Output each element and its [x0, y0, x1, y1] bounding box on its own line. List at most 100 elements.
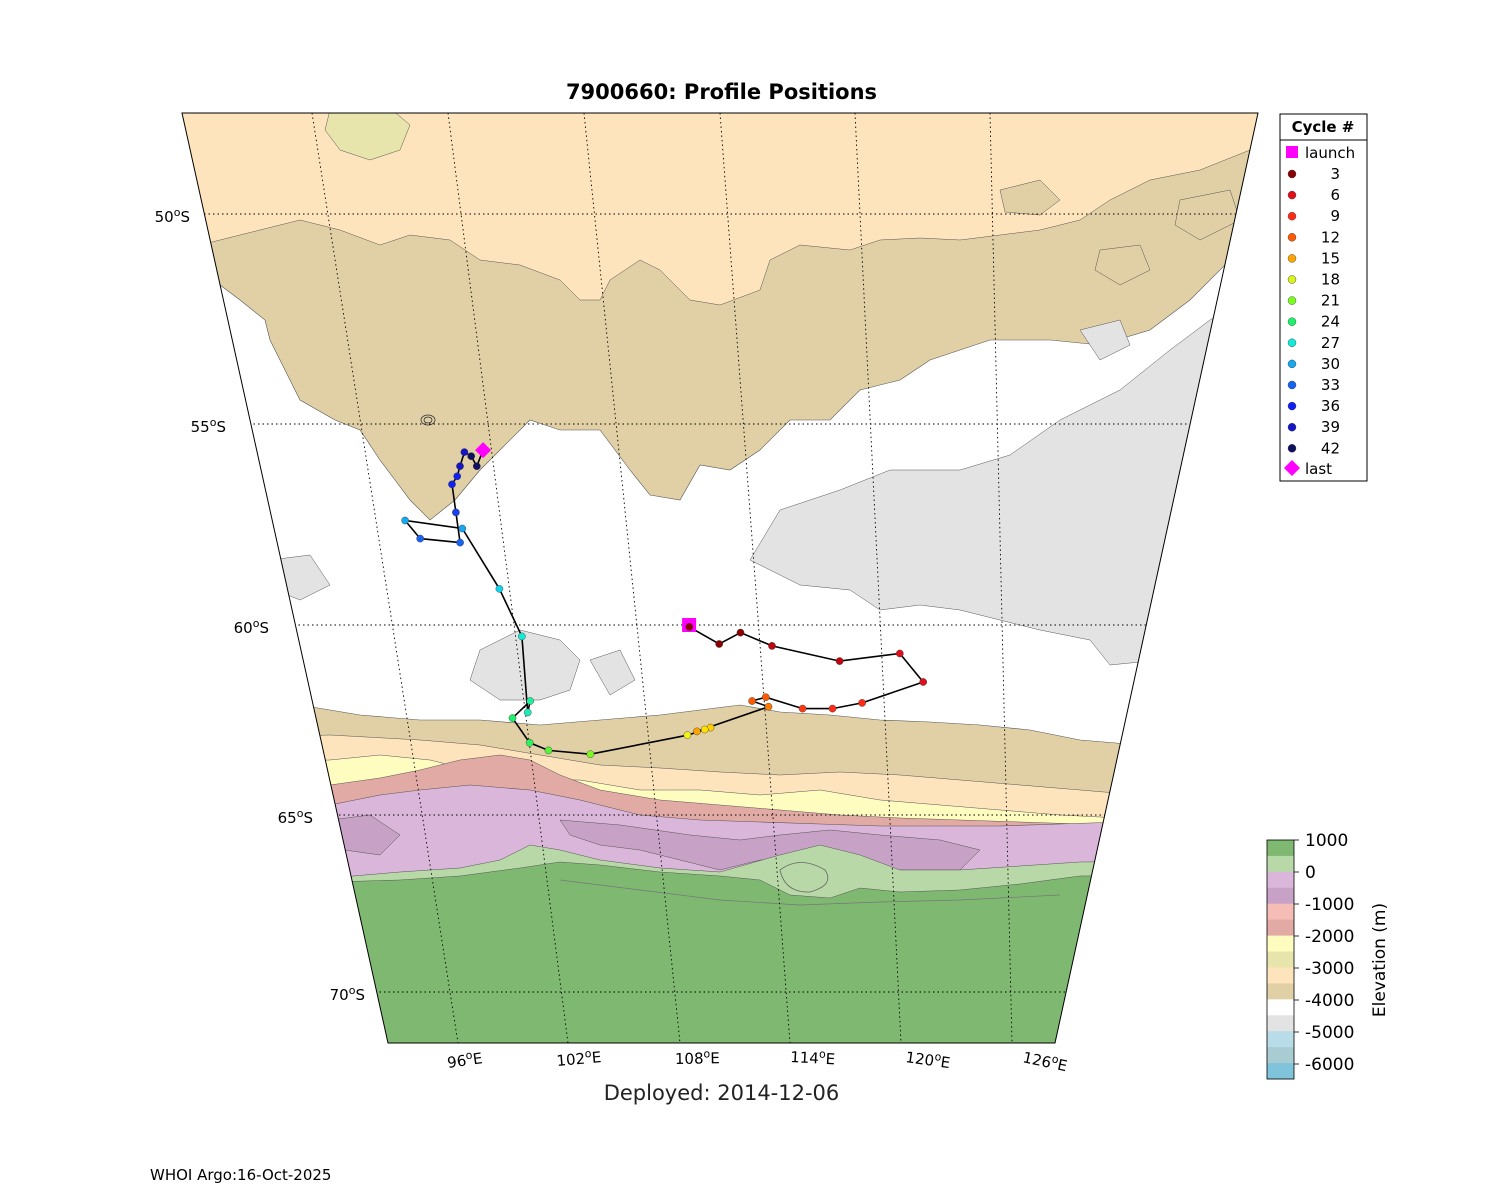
svg-text:126oE: 126oE	[1021, 1046, 1069, 1075]
legend-label-24: 24	[1321, 313, 1340, 331]
legend-marker-42	[1287, 444, 1297, 453]
svg-text:55oS: 55oS	[191, 416, 226, 436]
legend-title: Cycle #	[1292, 118, 1355, 136]
legend-label-36: 36	[1321, 397, 1340, 415]
legend-label-18: 18	[1321, 271, 1340, 289]
legend-marker-6	[1287, 190, 1297, 200]
profile-point	[472, 462, 481, 471]
profile-point	[401, 516, 409, 525]
svg-text:102oE: 102oE	[556, 1046, 602, 1070]
legend-last-marker	[1284, 460, 1300, 476]
legend-marker-9	[1287, 211, 1297, 221]
legend-label-9: 9	[1330, 207, 1340, 225]
profile-point	[586, 750, 595, 759]
colorbar-swatch	[1267, 903, 1294, 921]
legend-label-6: 6	[1330, 186, 1340, 204]
legend-marker-15	[1287, 254, 1297, 263]
lat-label-65: 65	[278, 809, 297, 827]
colorbar-swatch	[1267, 951, 1294, 968]
colorbar-swatch	[1267, 855, 1294, 873]
lon-label-96: 96	[446, 1051, 467, 1071]
legend-label-3: 3	[1330, 165, 1340, 183]
colorbar-tick--1000: -1000	[1305, 895, 1354, 915]
svg-text:65oS: 65oS	[278, 807, 313, 827]
colorbar-swatch	[1267, 1063, 1294, 1080]
svg-text:96oE: 96oE	[446, 1047, 484, 1072]
legend-label-15: 15	[1321, 249, 1340, 267]
colorbar-tick--5000: -5000	[1305, 1023, 1354, 1043]
profile-point	[762, 693, 770, 702]
profile-point	[508, 714, 517, 722]
colorbar-tick--2000: -2000	[1305, 927, 1354, 947]
bathy-grey-west	[469, 629, 581, 701]
footer-credit: WHOI Argo:16-Oct-2025	[150, 1166, 332, 1184]
graticule	[182, 113, 1258, 1043]
lat-label-50: 50	[155, 208, 174, 226]
legend-launch-marker	[1286, 146, 1298, 158]
map-frame	[181, 112, 1259, 1044]
profile-point	[525, 739, 534, 747]
legend-launch-label: launch	[1305, 144, 1355, 162]
profile-point	[768, 642, 776, 650]
colorbar-swatch	[1267, 871, 1294, 889]
legend-marker-3	[1287, 169, 1297, 179]
legend-last-label: last	[1305, 460, 1332, 478]
lon-label-108: 108	[675, 1050, 704, 1068]
bathymetry-map	[182, 113, 1258, 1043]
legend-label-27: 27	[1321, 334, 1340, 352]
lon-label-120: 120	[904, 1048, 935, 1070]
colorbar: 1000 0 -1000 -2000 -3000 -4000 -5000 -6000 Elev…	[1266, 831, 1390, 1080]
float-track	[401, 442, 928, 759]
deployed-date: Deployed: 2014-12-06	[603, 1081, 840, 1105]
legend-marker-30	[1287, 359, 1297, 369]
colorbar-swatch	[1267, 1047, 1294, 1064]
colorbar-swatch	[1267, 983, 1294, 1000]
profile-point	[456, 462, 464, 471]
colorbar-tick--3000: -3000	[1305, 959, 1354, 979]
legend-marker-36	[1287, 401, 1297, 411]
colorbar-swatch	[1267, 919, 1294, 936]
colorbar-swatch	[1267, 1015, 1294, 1032]
profile-point	[453, 472, 462, 481]
track-line	[403, 449, 925, 756]
lon-label-114: 114	[790, 1048, 820, 1067]
lon-labels: 96oE 102oE 108oE 114oE 120oE 126oE	[446, 1046, 1069, 1075]
bathy-light-tan-north	[182, 113, 1258, 306]
bathy-land	[182, 861, 1258, 1043]
profile-point	[700, 725, 709, 734]
colorbar-swatch	[1267, 1031, 1294, 1048]
legend-marker-33	[1287, 380, 1297, 390]
legend-label-42: 42	[1321, 439, 1340, 457]
profile-point	[835, 657, 844, 665]
profile-point	[458, 524, 467, 533]
colorbar-swatch	[1267, 967, 1294, 984]
svg-text:70oS: 70oS	[330, 984, 365, 1004]
lat-label-55: 55	[191, 418, 210, 436]
svg-text:60oS: 60oS	[234, 617, 269, 637]
last-marker	[475, 442, 492, 459]
svg-text:120oE: 120oE	[904, 1046, 951, 1072]
profile-point	[693, 727, 701, 736]
lat-label-70: 70	[330, 986, 349, 1004]
svg-text:50oS: 50oS	[155, 206, 190, 226]
colorbar-swatch	[1267, 840, 1294, 857]
profile-point	[683, 731, 692, 740]
profile-point	[764, 702, 773, 711]
bathy-island	[324, 113, 411, 161]
lon-label-102: 102	[556, 1050, 586, 1070]
profile-point	[858, 699, 866, 707]
profile-point	[896, 649, 904, 658]
profile-point	[460, 448, 469, 456]
legend-marker-39	[1287, 423, 1297, 432]
profile-point	[544, 746, 553, 755]
legend-marker-27	[1287, 338, 1297, 347]
profile-point	[495, 585, 504, 593]
seamount-marker	[420, 414, 436, 426]
profile-point	[523, 708, 532, 717]
colorbar-tick-1000: 1000	[1305, 831, 1348, 851]
svg-text:114oE: 114oE	[790, 1046, 836, 1068]
lon-label-126: 126	[1021, 1048, 1053, 1072]
lat-labels: 50oS 55oS 60oS 65oS 70oS	[155, 206, 365, 1004]
legend-label-12: 12	[1321, 228, 1340, 246]
